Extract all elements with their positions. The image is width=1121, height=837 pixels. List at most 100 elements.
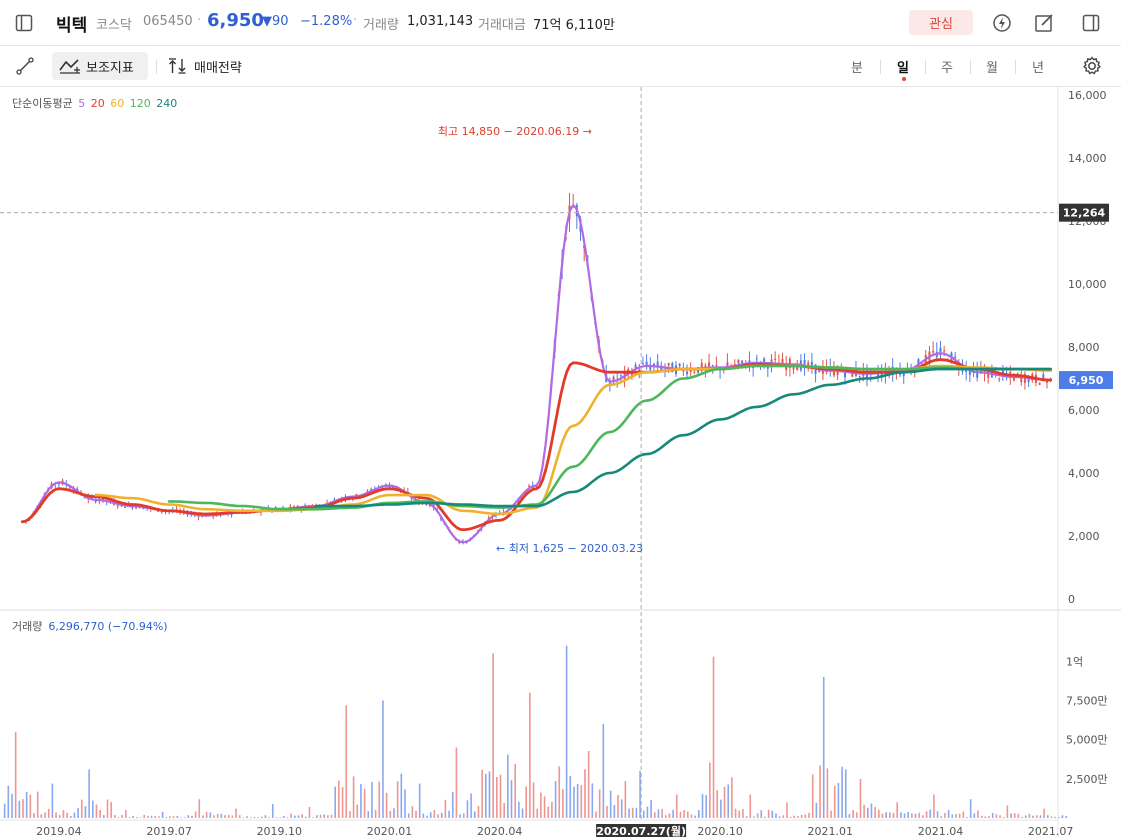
candle-body: [539, 477, 542, 479]
volume-bar: [657, 809, 660, 818]
volume-bar: [1054, 816, 1056, 818]
volume-bar: [727, 784, 730, 818]
candle-body: [542, 456, 545, 458]
volume-bar: [580, 785, 583, 818]
volume-bar: [374, 809, 377, 818]
candle-body: [79, 492, 82, 495]
stock-name[interactable]: 빅텍: [56, 16, 88, 36]
candle-body: [506, 511, 509, 513]
candle-body: [946, 359, 949, 361]
volume-value: 1,031,143: [407, 14, 474, 29]
candle-body: [315, 505, 318, 507]
candle-body: [840, 366, 843, 372]
volume-bar: [826, 768, 829, 818]
volume-bar: [844, 769, 847, 818]
candle-body: [175, 509, 178, 512]
volume-bar: [988, 816, 990, 818]
candle-body: [803, 360, 806, 368]
candle-body: [1005, 374, 1008, 376]
settings-button[interactable]: [1079, 52, 1105, 80]
candle-body: [351, 497, 354, 499]
period-week[interactable]: 주: [941, 61, 953, 76]
candle-body: [153, 508, 156, 510]
candle-body: [124, 507, 127, 509]
candle-body: [480, 528, 483, 530]
volume-bar: [220, 813, 223, 818]
volume-bar: [756, 813, 759, 818]
volume-bar: [400, 773, 403, 818]
candle-body: [300, 507, 303, 510]
volume-bar: [393, 808, 395, 818]
candle-body: [1023, 373, 1026, 383]
volume-bar: [892, 812, 895, 818]
volume-bar: [496, 776, 498, 818]
edit-icon[interactable]: [1033, 12, 1055, 34]
period-month[interactable]: 월: [986, 61, 998, 76]
volume-bar: [554, 781, 557, 818]
period-year[interactable]: 년: [1032, 61, 1044, 76]
candle-body: [289, 506, 292, 510]
volume-bar: [507, 754, 509, 818]
volume-bar: [631, 807, 634, 818]
candle-body: [245, 512, 248, 514]
candle-body: [182, 510, 185, 513]
volume-bar: [991, 813, 994, 818]
volume-bar: [462, 813, 465, 818]
volume-bar: [194, 811, 197, 818]
volume-bar: [720, 799, 722, 818]
volume-bar: [977, 810, 979, 818]
candle-body: [663, 367, 666, 369]
candle-body: [1042, 374, 1045, 380]
candle-body: [711, 365, 714, 367]
candle-body: [274, 507, 277, 509]
candle-body: [928, 351, 931, 361]
volume-bar: [455, 747, 458, 818]
period-minute[interactable]: 분: [851, 61, 863, 76]
candle-body: [447, 526, 450, 530]
candle-body: [682, 367, 685, 372]
volume-bar: [187, 815, 190, 818]
volume-bar: [646, 806, 649, 818]
volume-bar: [40, 814, 43, 818]
candle-body: [406, 491, 409, 493]
candle-body: [998, 378, 1001, 380]
candle-body: [796, 366, 799, 371]
period-day[interactable]: 일: [897, 61, 909, 76]
volume-bar: [1032, 815, 1034, 818]
panel-toggle-icon[interactable]: [1081, 13, 1101, 33]
volume-bar: [808, 812, 810, 818]
amount-value: 71억 6,110만: [533, 18, 615, 33]
candle-body: [788, 358, 791, 368]
draw-tool-button[interactable]: [12, 52, 38, 80]
volume-bar: [125, 810, 127, 818]
candle-body: [1034, 374, 1037, 383]
sidebar-toggle-icon[interactable]: [14, 13, 34, 33]
x-tick-label: 2021.01: [808, 825, 854, 837]
volume-bar: [22, 799, 24, 818]
candle-body: [564, 237, 567, 240]
candle-body: [708, 362, 711, 369]
strategy-button[interactable]: 매매전략: [166, 52, 258, 80]
candle-body: [818, 366, 821, 373]
volume-bar: [984, 816, 987, 818]
candle-body: [212, 514, 215, 517]
candle-body: [193, 514, 196, 516]
favorite-button[interactable]: 관심: [909, 10, 973, 35]
volume-bar: [191, 815, 193, 818]
candle-body: [579, 218, 582, 232]
volume-bar: [800, 814, 803, 818]
volume-bar: [29, 794, 32, 818]
volume-bar: [1006, 805, 1009, 818]
volume-bar: [676, 794, 678, 818]
volume-bar: [639, 771, 641, 818]
lightning-icon[interactable]: [991, 12, 1013, 34]
volume-bar: [536, 808, 539, 818]
volume-bar: [257, 817, 259, 818]
candle-body: [550, 384, 553, 390]
indicator-button[interactable]: 보조지표: [52, 52, 148, 80]
candle-body: [414, 497, 417, 500]
candle-body: [866, 368, 869, 379]
volume-bar: [165, 817, 168, 818]
volume-bar: [367, 811, 370, 818]
